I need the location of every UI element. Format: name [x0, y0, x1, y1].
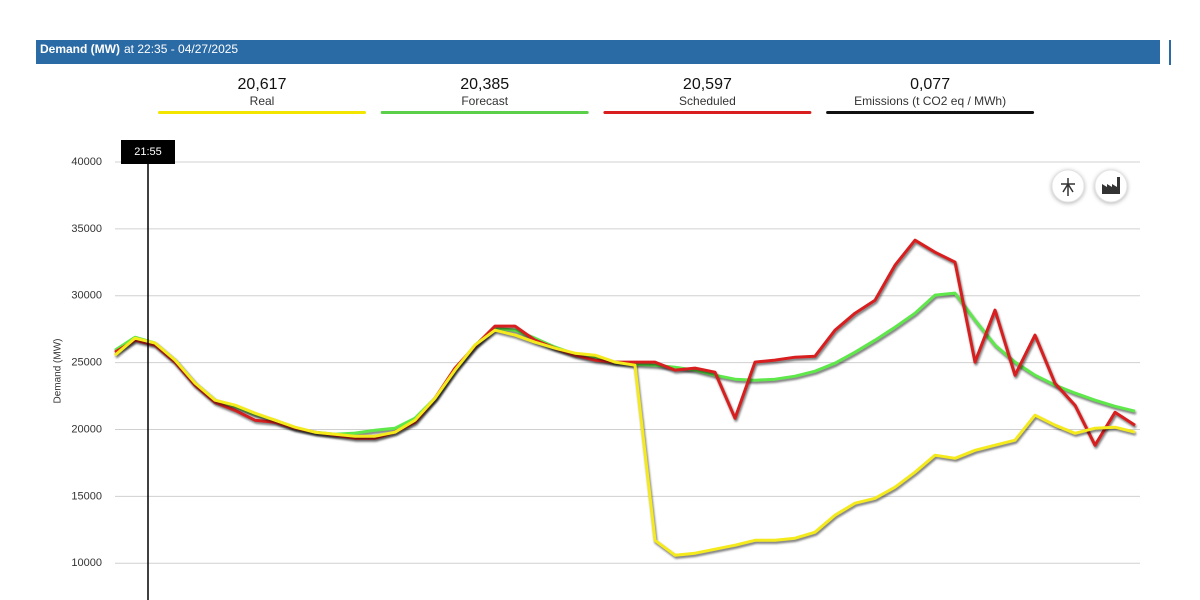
summary-label: Real — [250, 94, 275, 108]
y-tick-label: 20000 — [71, 423, 102, 435]
y-axis-label: Demand (MW) — [53, 338, 64, 403]
summary-underline — [603, 111, 812, 114]
series-line — [114, 328, 1136, 557]
y-tick-label: 10000 — [71, 557, 102, 569]
wind-button[interactable] — [1051, 169, 1085, 203]
header-title: Demand (MW) — [40, 42, 120, 56]
y-tick-label: 30000 — [71, 290, 102, 302]
summary-label: Forecast — [461, 94, 508, 108]
summary-underline — [158, 111, 366, 114]
summary-underline — [826, 111, 1035, 114]
summary-label: Emissions (t CO2 eq / MWh) — [854, 94, 1006, 108]
y-tick-label: 15000 — [71, 490, 102, 502]
header-subtitle: at 22:35 - 04/27/2025 — [124, 42, 238, 56]
cursor-label: 21:55 — [134, 146, 162, 158]
y-tick-label: 40000 — [71, 156, 102, 168]
factory-button[interactable] — [1094, 169, 1128, 203]
wind-icon[interactable] — [1061, 178, 1075, 196]
summary-value: 20,617 — [238, 76, 287, 93]
summary-underline — [380, 111, 589, 114]
summary-value: 0,077 — [910, 76, 950, 93]
cursor-badge — [121, 140, 175, 164]
button-bg[interactable] — [1094, 169, 1128, 203]
header-bar — [36, 40, 1160, 64]
y-tick-label: 35000 — [71, 223, 102, 235]
summary-value: 20,385 — [460, 76, 509, 93]
summary-label: Scheduled — [679, 94, 736, 108]
series-line — [114, 238, 1136, 447]
factory-icon[interactable] — [1102, 177, 1120, 194]
y-tick-label: 25000 — [71, 357, 102, 369]
summary-value: 20,597 — [683, 76, 732, 93]
